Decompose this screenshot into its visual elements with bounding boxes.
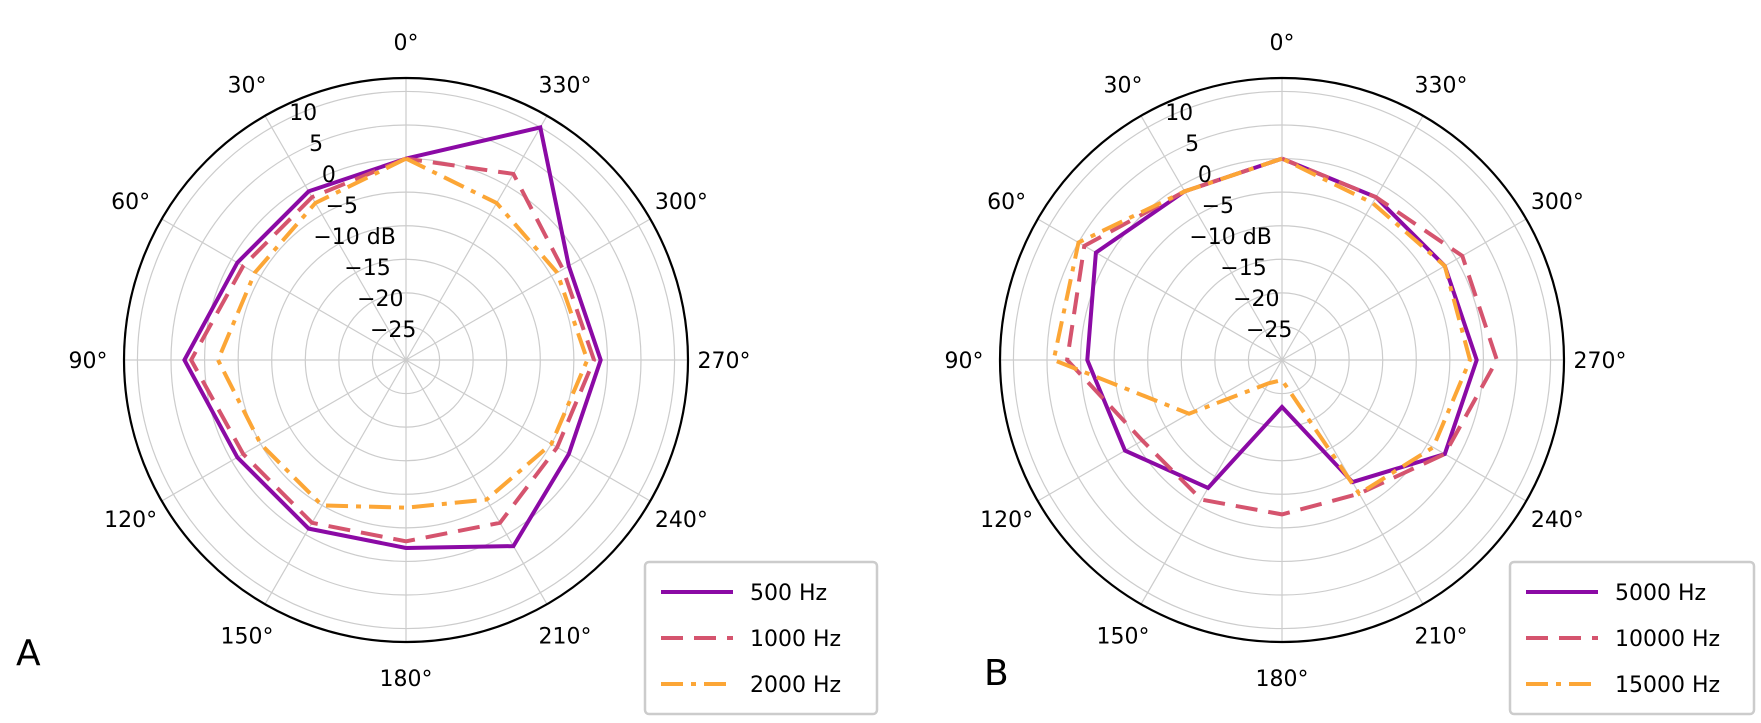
radial-tick-label: 0 <box>1198 163 1212 188</box>
radial-tick-label: 5 <box>309 132 323 157</box>
angle-tick-label: 90° <box>69 349 108 374</box>
angle-tick-label: 300° <box>1531 190 1584 215</box>
radial-tick-label: 10 <box>1165 101 1193 126</box>
legend-label: 2000 Hz <box>750 673 841 698</box>
legend-label: 5000 Hz <box>1615 581 1706 606</box>
polar-frame <box>998 76 1566 644</box>
angle-tick-label: 150° <box>1097 624 1150 649</box>
angle-tick-label: 90° <box>945 349 984 374</box>
series-line-15000-hz <box>1051 156 1473 497</box>
angular-gridline <box>161 359 407 502</box>
angle-tick-label: 120° <box>104 508 157 533</box>
radial-tick-label: −5 <box>326 194 358 219</box>
radial-tick-label: −15 <box>1220 256 1266 281</box>
angle-tick-label: 120° <box>980 508 1033 533</box>
radial-tick-label: −20 <box>1233 287 1279 312</box>
angular-gridline <box>1281 218 1527 361</box>
angle-tick-label: 30° <box>228 74 267 99</box>
radial-tick-label: −5 <box>1202 194 1234 219</box>
legend-label: 500 Hz <box>750 581 827 606</box>
angular-gridline <box>1281 115 1424 361</box>
angle-tick-label: 330° <box>539 74 592 99</box>
panel-label: B <box>984 653 1009 694</box>
angle-tick-label: 240° <box>1531 508 1584 533</box>
radial-tick-label: −10 dB <box>1189 225 1271 250</box>
radial-tick-label: 0 <box>322 163 336 188</box>
legend-box <box>643 560 879 716</box>
radial-tick-label: −25 <box>370 318 416 343</box>
radial-tick-label: 5 <box>1185 132 1199 157</box>
angle-tick-label: 0° <box>394 31 419 56</box>
radial-tick-label: 10 <box>289 101 317 126</box>
series-line-500-hz <box>182 124 603 551</box>
angle-tick-label: 150° <box>221 624 274 649</box>
polar-frame <box>122 76 690 644</box>
angle-tick-label: 270° <box>698 349 751 374</box>
angle-tick-label: 0° <box>1270 31 1295 56</box>
angular-gridline <box>405 359 548 605</box>
angular-gridline <box>1037 359 1283 502</box>
series-line-1000-hz <box>188 156 597 544</box>
angular-gridline <box>161 218 407 361</box>
angular-gridline <box>405 359 651 502</box>
legend: 5000 Hz 10000 Hz 15000 Hz <box>1508 560 1756 716</box>
angle-tick-label: 30° <box>1104 74 1143 99</box>
radial-tick-label: −25 <box>1246 318 1292 343</box>
polar-chart-b: 0° 30° 60° 90° 120° 150° 180° 210° 240° 270° 300° 3… <box>945 31 1756 716</box>
angle-tick-label: 330° <box>1415 74 1468 99</box>
legend-label: 10000 Hz <box>1615 627 1720 652</box>
angle-tick-label: 60° <box>111 190 150 215</box>
radial-tick-label: −10 dB <box>313 225 395 250</box>
angle-tick-label: 300° <box>655 190 708 215</box>
radial-tick-label: −20 <box>357 287 403 312</box>
angle-tick-label: 180° <box>380 667 433 692</box>
polar-chart-a: 0° 30° 60° 90° 120° 150° 180° 210° 240° 270° 300° 3… <box>16 31 879 716</box>
angular-gridline <box>405 115 548 361</box>
angle-tick-label: 210° <box>539 624 592 649</box>
angular-gridline <box>1281 359 1527 502</box>
angle-tick-label: 60° <box>987 190 1026 215</box>
legend-label: 15000 Hz <box>1615 673 1720 698</box>
legend: 500 Hz 1000 Hz 2000 Hz <box>643 560 879 716</box>
angle-tick-label: 180° <box>1256 667 1309 692</box>
series-line-2000-hz <box>215 156 590 510</box>
panel-label: A <box>16 633 41 674</box>
angle-tick-label: 270° <box>1574 349 1627 374</box>
legend-label: 1000 Hz <box>750 627 841 652</box>
radial-tick-label: −15 <box>344 256 390 281</box>
legend-box <box>1508 560 1756 716</box>
angle-tick-label: 210° <box>1415 624 1468 649</box>
angular-gridline <box>264 359 407 605</box>
angle-tick-label: 240° <box>655 508 708 533</box>
angular-gridline <box>1140 115 1283 361</box>
angular-gridline <box>405 218 651 361</box>
angular-gridline <box>264 115 407 361</box>
series-line-10000-hz <box>1064 156 1500 517</box>
